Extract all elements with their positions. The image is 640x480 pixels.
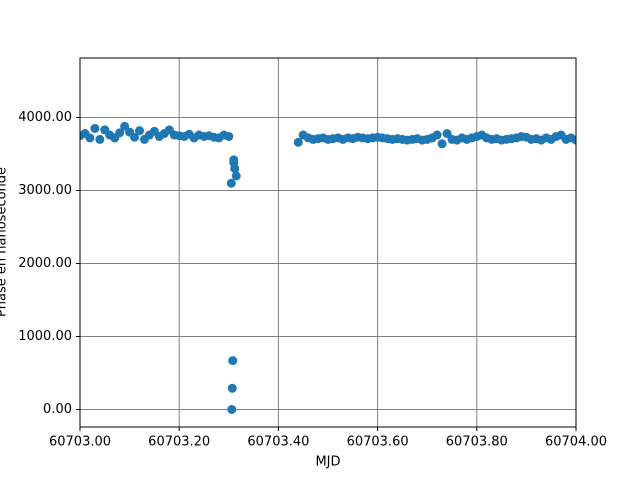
x-tick-label: 60703.20 <box>148 435 210 450</box>
point <box>90 123 100 133</box>
point <box>229 158 239 168</box>
point <box>432 130 442 140</box>
point <box>228 356 238 366</box>
point <box>437 139 447 149</box>
x-tick-label: 60704.00 <box>545 435 607 450</box>
plot-area <box>80 121 576 414</box>
point <box>135 126 145 136</box>
point <box>227 383 237 393</box>
y-tick-label: 4000.00 <box>18 110 72 125</box>
point <box>130 132 140 142</box>
point <box>571 135 576 145</box>
y-axis-label: Phase en nanoseconde <box>0 167 10 317</box>
point <box>293 137 303 147</box>
y-tick-label: 2000.00 <box>18 256 72 271</box>
y-tick-label: 0.00 <box>43 402 72 417</box>
x-axis-label: MJD <box>315 455 340 470</box>
axes-frame <box>79 57 577 428</box>
y-tick-label: 3000.00 <box>18 183 72 198</box>
point <box>95 134 105 144</box>
x-tick-label: 60703.00 <box>49 435 111 450</box>
x-tick-label: 60703.60 <box>347 435 409 450</box>
point <box>115 128 125 138</box>
point <box>226 178 236 188</box>
point <box>85 133 95 143</box>
point <box>231 171 241 181</box>
y-tick-label: 1000.00 <box>18 329 72 344</box>
point <box>227 404 237 414</box>
x-tick-label: 60703.40 <box>247 435 309 450</box>
grid <box>79 58 577 427</box>
point <box>224 131 234 141</box>
x-tick-label: 60703.80 <box>446 435 508 450</box>
